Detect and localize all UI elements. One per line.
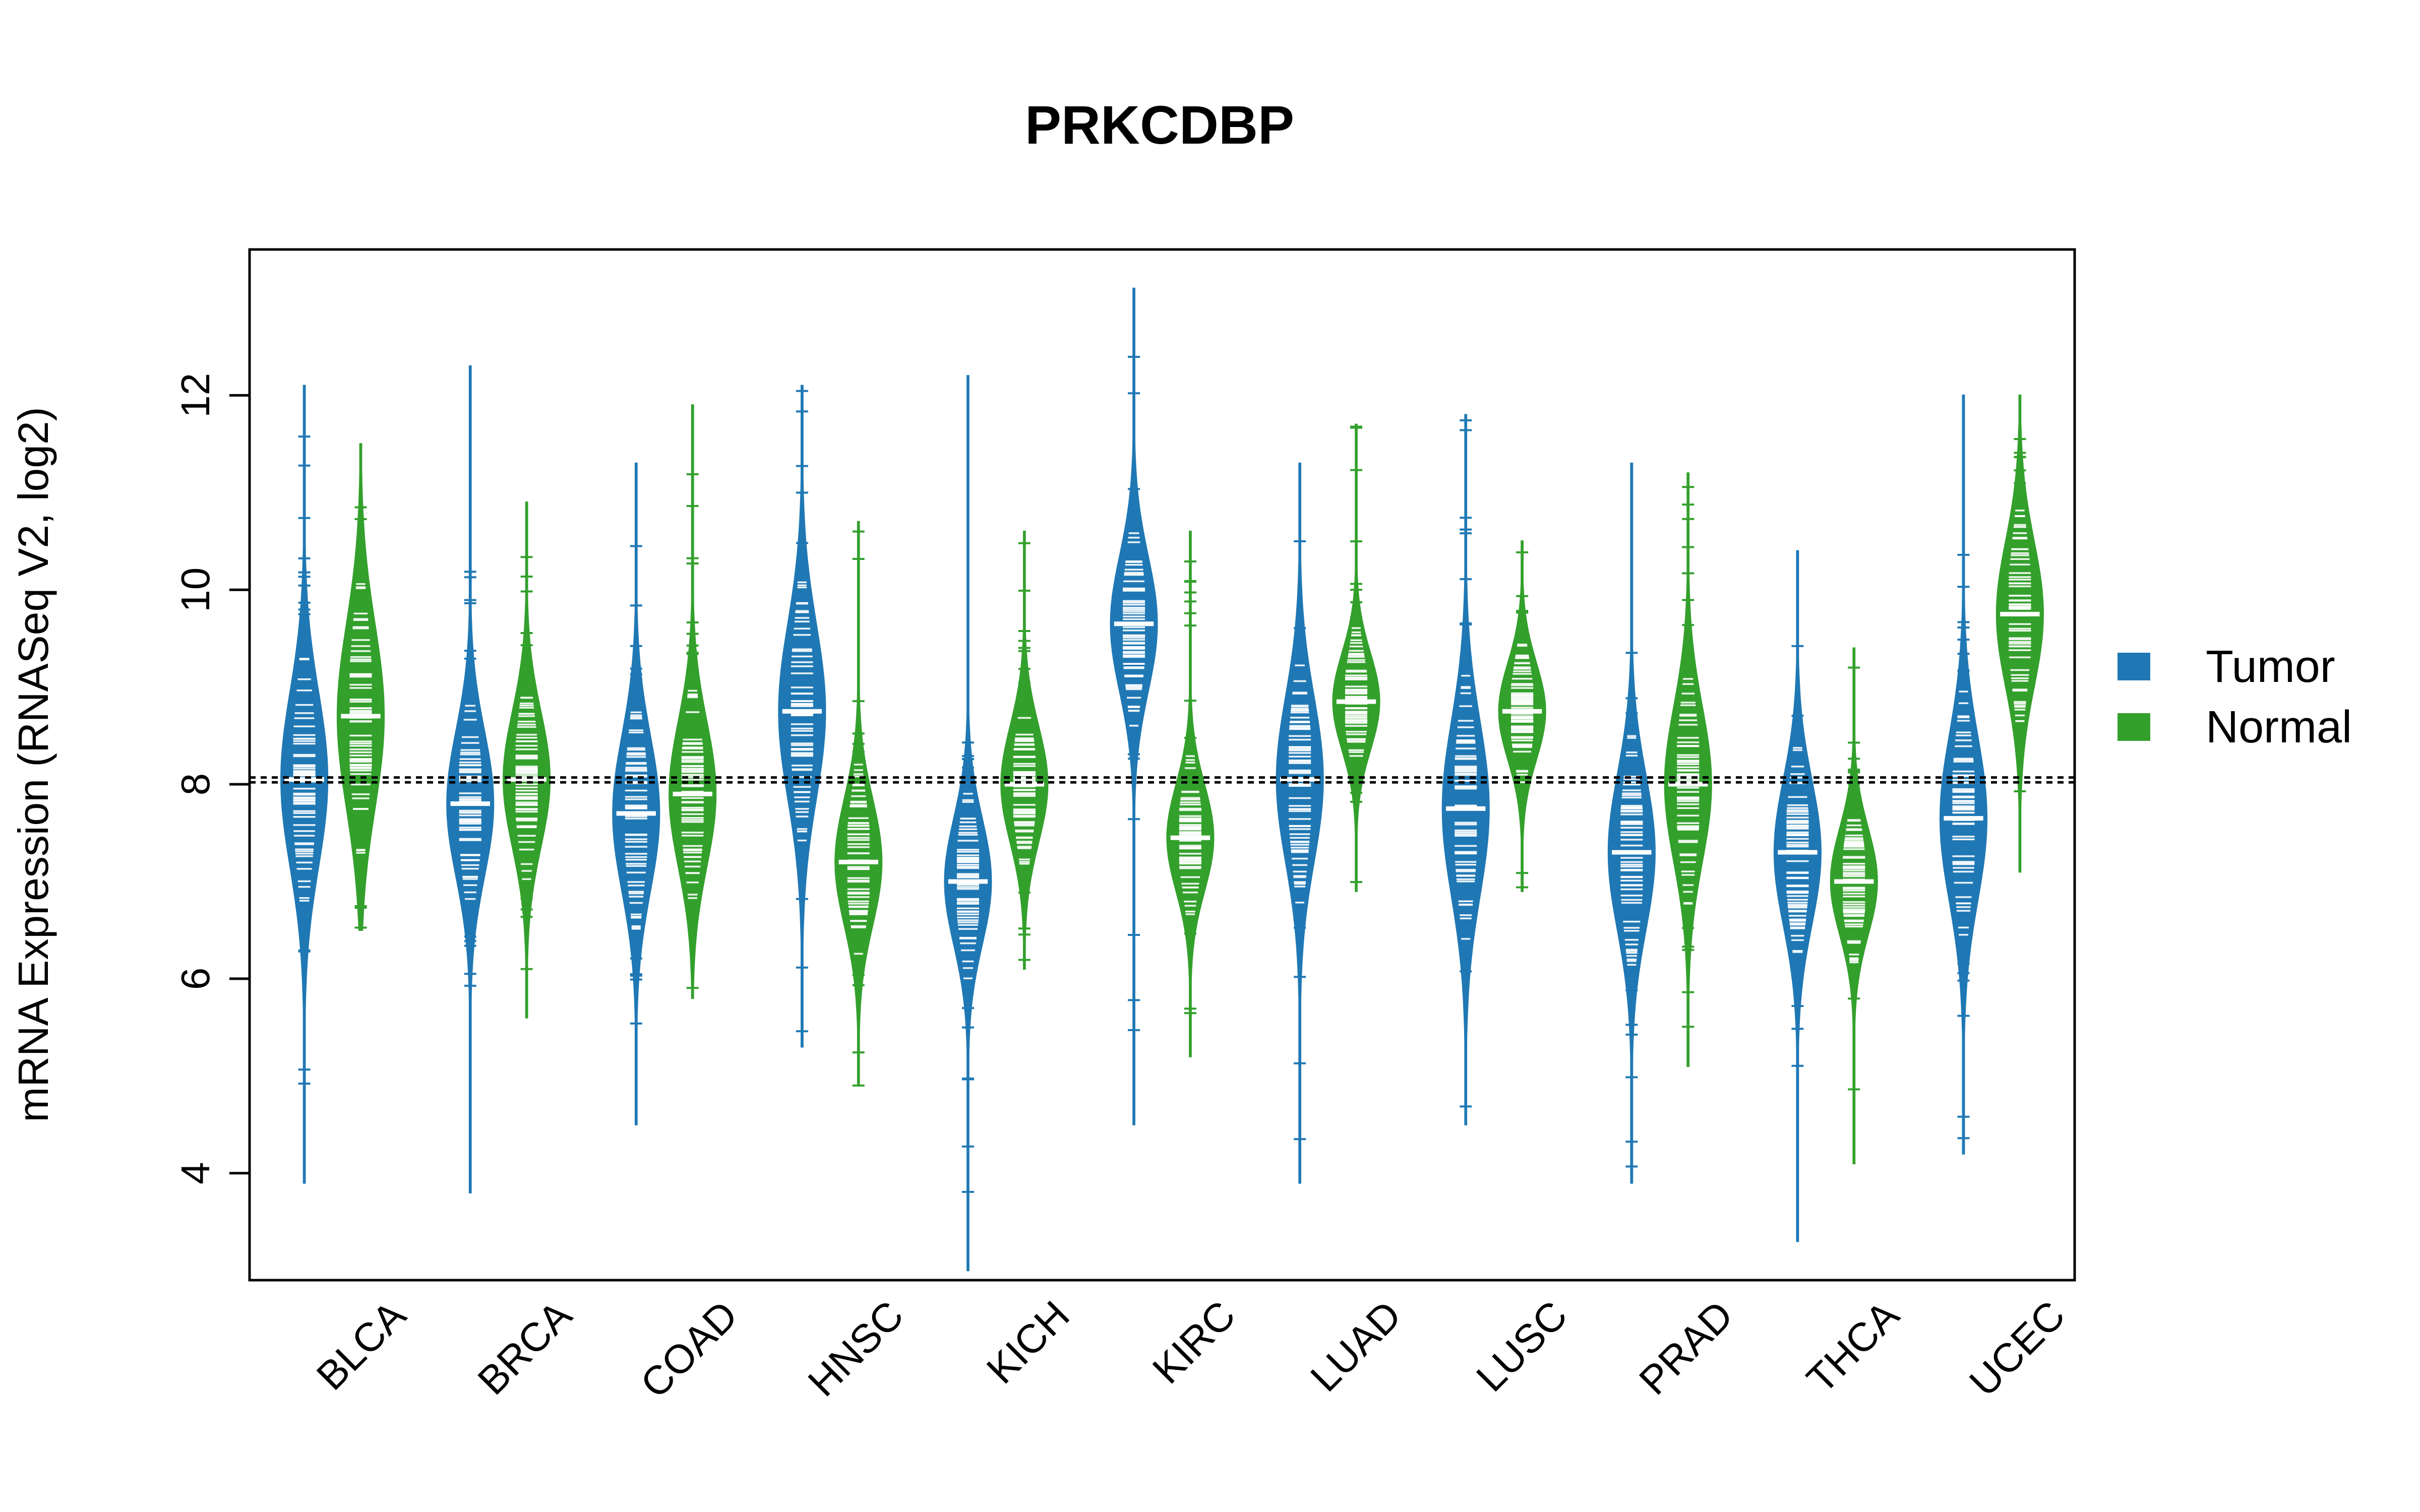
x-tick-label-kich: KICH xyxy=(978,1292,1078,1392)
x-tick-label-hnsc: HNSC xyxy=(800,1292,912,1405)
bean-shape xyxy=(1332,423,1380,892)
bean-shape xyxy=(280,385,329,1184)
x-tick-label-coad: COAD xyxy=(632,1292,746,1406)
bean-shape xyxy=(1166,531,1215,1057)
bean-luad-tumor xyxy=(1276,462,1324,1184)
bean-kich-tumor xyxy=(944,375,992,1272)
y-tick-label-8: 8 xyxy=(173,773,218,796)
chart-title: PRKCDBP xyxy=(1025,94,1294,155)
bean-ucec-tumor xyxy=(1939,394,1988,1155)
legend-label-tumor: Tumor xyxy=(2206,642,2335,692)
bean-shape xyxy=(612,462,660,1125)
legend: Tumor Normal xyxy=(2118,642,2352,752)
bean-shape xyxy=(1276,462,1324,1184)
bean-hnsc-normal xyxy=(834,521,883,1087)
bean-shape xyxy=(778,385,826,1048)
y-tick-label-4: 4 xyxy=(173,1162,218,1185)
y-tick-label-12: 12 xyxy=(173,373,218,418)
bean-luad-normal xyxy=(1332,423,1380,892)
y-axis: 4 6 8 10 12 xyxy=(173,373,251,1185)
bean-coad-tumor xyxy=(612,462,660,1125)
bean-prad-tumor xyxy=(1607,462,1656,1184)
x-tick-label-brca: BRCA xyxy=(469,1292,581,1404)
bean-thca-normal xyxy=(1830,647,1878,1164)
bean-lusc-normal xyxy=(1498,540,1546,892)
y-axis-label: mRNA Expression (RNASeq V2, log2) xyxy=(10,407,57,1122)
reference-lines xyxy=(250,776,2075,784)
bean-thca-tumor xyxy=(1773,550,1822,1242)
bean-hnsc-tumor xyxy=(778,385,826,1048)
bean-coad-normal xyxy=(669,404,717,999)
bean-shape xyxy=(502,501,551,1019)
bean-kirc-tumor xyxy=(1110,287,1158,1125)
bean-shape xyxy=(669,404,717,999)
bean-shape xyxy=(944,375,992,1272)
legend-swatch-tumor xyxy=(2118,653,2150,680)
x-tick-label-luad: LUAD xyxy=(1302,1292,1410,1400)
bean-brca-normal xyxy=(502,501,551,1019)
x-tick-label-prad: PRAD xyxy=(1630,1292,1741,1403)
bean-blca-normal xyxy=(336,443,385,931)
bean-shape xyxy=(1995,394,2044,873)
x-tick-label-ucec: UCEC xyxy=(1961,1292,2073,1405)
x-tick-label-thca: THCA xyxy=(1798,1292,1907,1402)
bean-kich-normal xyxy=(1000,531,1049,970)
bean-brca-tumor xyxy=(446,365,495,1193)
bean-lusc-tumor xyxy=(1441,414,1490,1125)
y-tick-label-10: 10 xyxy=(173,568,218,612)
bean-shape xyxy=(336,443,385,931)
bean-shape xyxy=(1830,647,1878,1164)
bean-kirc-normal xyxy=(1166,531,1215,1057)
x-tick-label-blca: BLCA xyxy=(308,1292,414,1399)
x-tick-label-kirc: KIRC xyxy=(1144,1292,1244,1392)
y-tick-label-6: 6 xyxy=(173,968,218,990)
bean-shape xyxy=(834,521,883,1087)
bean-layer xyxy=(280,287,2044,1272)
bean-prad-normal xyxy=(1664,472,1712,1067)
legend-swatch-normal xyxy=(2118,713,2150,741)
x-axis: BLCA BRCA COAD HNSC KICH KIRC LUAD LUSC PRAD THCA… xyxy=(308,1292,2074,1407)
bean-blca-tumor xyxy=(280,385,329,1184)
bean-ucec-normal xyxy=(1995,394,2044,873)
x-tick-label-lusc: LUSC xyxy=(1468,1292,1576,1400)
legend-label-normal: Normal xyxy=(2206,702,2352,752)
